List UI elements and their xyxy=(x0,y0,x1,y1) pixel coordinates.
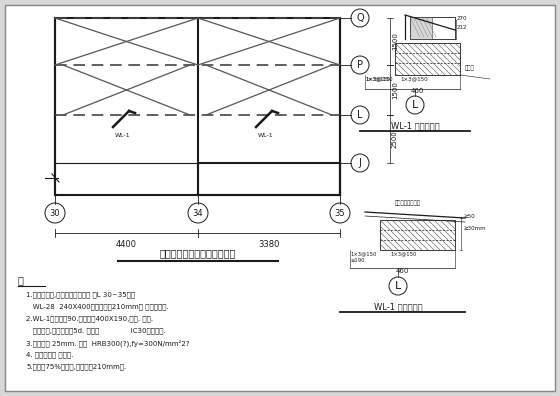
Text: 梁板筋: 梁板筋 xyxy=(465,65,475,71)
Text: J: J xyxy=(358,158,361,168)
Text: 1×3@150: 1×3@150 xyxy=(390,251,417,256)
Text: 5.板钢筋75%为纵筋,纵筋间距210mm板.: 5.板钢筋75%为纵筋,纵筋间距210mm板. xyxy=(26,363,126,369)
Text: 212: 212 xyxy=(457,25,468,30)
Bar xyxy=(55,18,340,195)
Text: ≥30mm: ≥30mm xyxy=(463,226,486,231)
Text: 钢筋之间,节钢筋搭接5d. 搭接注              IC30现浇混凝.: 钢筋之间,节钢筋搭接5d. 搭接注 IC30现浇混凝. xyxy=(26,327,166,333)
Text: 说: 说 xyxy=(18,275,24,285)
Text: 1500: 1500 xyxy=(392,81,398,99)
Text: WL-1 梁横立面图: WL-1 梁横立面图 xyxy=(391,121,439,130)
Text: WL-1 梁横截面图: WL-1 梁横截面图 xyxy=(374,302,422,311)
Text: 1.新旧连接处,扩展钢筋搭接长度 取L 30~35倍径: 1.新旧连接处,扩展钢筋搭接长度 取L 30~35倍径 xyxy=(26,291,135,298)
Text: WL-28  240X400，主筋间距210mm及 钢筋的锚固.: WL-28 240X400，主筋间距210mm及 钢筋的锚固. xyxy=(26,303,169,310)
Text: 2.WL-1截面尺寸90.截面尺寸400X190,主筋. 箍筋.: 2.WL-1截面尺寸90.截面尺寸400X190,主筋. 箍筋. xyxy=(26,315,153,322)
Text: WL-1: WL-1 xyxy=(258,133,274,138)
Bar xyxy=(380,220,455,250)
Text: 钢筋连接采用焊接: 钢筋连接采用焊接 xyxy=(395,200,421,206)
Text: WL-1: WL-1 xyxy=(115,133,130,138)
Text: L: L xyxy=(412,100,418,110)
Text: L: L xyxy=(395,281,401,291)
Text: L: L xyxy=(357,110,363,120)
Text: 1×3@150: 1×3@150 xyxy=(350,251,376,256)
Text: 2500: 2500 xyxy=(392,130,398,148)
Bar xyxy=(410,17,432,39)
Text: 3.主筋保护 25mm. 主筋  HRB300(?),fy=300N/mm²2?: 3.主筋保护 25mm. 主筋 HRB300(?),fy=300N/mm²2? xyxy=(26,339,189,346)
Text: 460: 460 xyxy=(396,268,409,274)
Text: 460: 460 xyxy=(411,88,424,94)
Text: ≥50: ≥50 xyxy=(463,214,475,219)
Text: 4. 混凝土强度 见图纸.: 4. 混凝土强度 见图纸. xyxy=(26,351,73,358)
Text: 1×3@150: 1×3@150 xyxy=(365,76,390,81)
Text: Q: Q xyxy=(356,13,364,23)
Text: 3380: 3380 xyxy=(258,240,279,249)
Text: 35: 35 xyxy=(335,209,346,217)
Text: 30: 30 xyxy=(50,209,60,217)
Text: 34: 34 xyxy=(193,209,203,217)
Text: 1×3@150: 1×3@150 xyxy=(400,76,428,81)
Text: P: P xyxy=(357,60,363,70)
Text: 4400: 4400 xyxy=(116,240,137,249)
Text: 楼层板加固新增梁平面示意图: 楼层板加固新增梁平面示意图 xyxy=(159,248,236,258)
Text: 1500: 1500 xyxy=(392,32,398,50)
Text: 270: 270 xyxy=(457,16,468,21)
Text: ≥190: ≥190 xyxy=(350,258,365,263)
Bar xyxy=(410,17,455,39)
Bar xyxy=(395,43,460,75)
Text: 1×3@150: 1×3@150 xyxy=(365,76,393,81)
